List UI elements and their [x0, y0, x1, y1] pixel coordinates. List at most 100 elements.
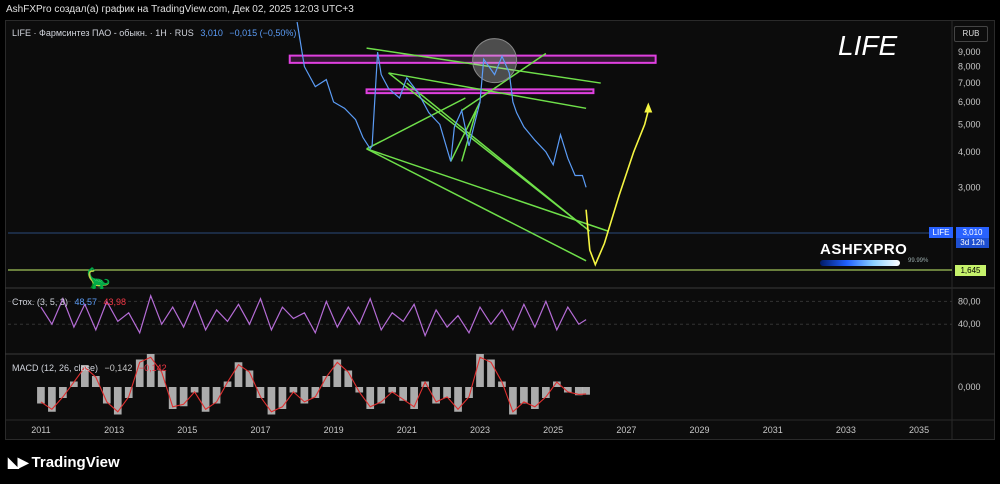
time-tick-label: 2025	[543, 425, 563, 435]
macd-histogram-bar	[421, 381, 429, 387]
time-tick-label: 2023	[470, 425, 490, 435]
brand-name: TradingView	[31, 454, 120, 471]
currency-button[interactable]: RUB	[954, 26, 988, 42]
tv-logo-icon: ◣▶	[8, 454, 29, 470]
macd-histogram-bar	[234, 362, 243, 387]
footer: ◣▶ TradingView	[0, 440, 1000, 484]
macd-histogram-bar	[256, 387, 265, 398]
top-bar: AshFXPro создал(а) график на TradingView…	[0, 0, 1000, 20]
price-tag: LIFE 3,010 3d 12h	[929, 227, 989, 248]
trendline	[366, 148, 587, 262]
symbol-title: LIFE · Фармсинтез ПАО - обыкн. · 1Н · RU…	[12, 28, 194, 38]
macd-histogram-bar	[454, 387, 462, 412]
macd-histogram-bar	[223, 381, 232, 387]
time-tick-label: 2029	[690, 425, 710, 435]
macd-histogram-bar	[509, 387, 517, 415]
macd-histogram-bar	[80, 365, 89, 387]
macd-histogram-bar	[366, 387, 375, 409]
macd-tick-label: 0,000	[958, 382, 981, 392]
macd-histogram-bar	[168, 387, 177, 409]
main-legend: LIFE · Фармсинтез ПАО - обыкн. · 1Н · RU…	[12, 28, 296, 38]
macd-signal-value: −0,142	[138, 363, 167, 373]
macd-histogram-bar	[179, 387, 188, 407]
time-tick-label: 2013	[104, 425, 124, 435]
highlight-circle	[472, 38, 518, 84]
time-tick-label: 2031	[763, 425, 783, 435]
tradingview-logo[interactable]: ◣▶ TradingView	[8, 454, 120, 471]
last-price: 3,010	[200, 28, 223, 38]
price-tag-value: 3,010	[956, 227, 989, 238]
price-tick-label: 6,000	[958, 97, 981, 107]
macd-histogram-bar	[48, 387, 56, 412]
price-tag-symbol: LIFE	[929, 227, 953, 238]
projection-arrowhead	[644, 102, 653, 113]
macd-histogram-bar	[333, 359, 342, 387]
price-tick-label: 9,000	[958, 47, 981, 57]
price-tick-label: 5,000	[958, 119, 981, 129]
price-tick-label: 7,000	[958, 78, 981, 88]
projection-line	[585, 110, 650, 267]
macd-histogram-bar	[102, 387, 111, 404]
macd-histogram-bar	[487, 359, 495, 387]
macd-histogram-bar	[70, 381, 78, 387]
price-series-line	[296, 21, 587, 188]
time-tick-label: 2021	[397, 425, 417, 435]
macd-histogram-bar	[289, 387, 298, 393]
macd-signal-line	[40, 356, 587, 413]
stoch-tick-label: 80,00	[958, 296, 981, 306]
macd-histogram-bar	[399, 387, 408, 401]
macd-histogram-bar	[201, 387, 210, 412]
price-tag-countdown: 3d 12h	[956, 238, 989, 248]
attribution-text: AshFXPro создал(а) график на TradingView…	[6, 4, 354, 15]
author-watermark: ASHFXPRO	[820, 241, 908, 258]
macd-histogram-bar	[432, 387, 440, 404]
macd-histogram-bar	[190, 387, 199, 393]
macd-histogram-bar	[344, 370, 353, 387]
low-level-tag: 1,645	[955, 265, 986, 276]
time-tick-label: 2035	[909, 425, 929, 435]
macd-histogram-bar	[377, 387, 386, 404]
stoch-title: Стох. (3, 5, 3)	[12, 297, 68, 307]
macd-histogram-bar	[563, 387, 572, 393]
macd-legend: MACD (12, 26, close) −0,142 −0,142	[12, 363, 167, 373]
price-tick-label: 4,000	[958, 147, 981, 157]
trendline	[406, 82, 583, 226]
macd-histogram-bar	[476, 354, 484, 387]
macd-histogram-bar	[113, 387, 122, 415]
macd-histogram-bar	[498, 381, 506, 387]
macd-histogram-bar	[355, 387, 364, 393]
time-tick-label: 2011	[31, 425, 50, 435]
macd-value: −0,142	[104, 363, 133, 373]
trendline	[388, 72, 587, 110]
macd-histogram-bar	[278, 387, 287, 409]
ticker-annotation: LIFE	[838, 30, 898, 61]
trendline	[450, 101, 481, 162]
time-tick-label: 2015	[177, 425, 197, 435]
trendline	[366, 148, 609, 232]
trendline	[460, 110, 478, 162]
time-tick-label: 2017	[250, 425, 270, 435]
macd-histogram-bar	[146, 354, 155, 387]
price-change: −0,015 (−0,50%)	[229, 28, 297, 38]
price-tick-label: 8,000	[958, 62, 981, 72]
macd-histogram-bar	[212, 387, 221, 404]
macd-histogram-bar	[574, 387, 583, 396]
watermark-percent: 99.99%	[908, 258, 929, 264]
macd-histogram-bar	[311, 387, 320, 398]
macd-histogram-bar	[157, 370, 166, 387]
time-tick-label: 2027	[616, 425, 636, 435]
macd-histogram-bar	[135, 359, 144, 387]
macd-histogram-bar	[388, 387, 397, 393]
macd-histogram-bar	[91, 376, 100, 387]
macd-histogram-bar	[245, 370, 254, 387]
macd-histogram-bar	[300, 387, 309, 404]
stoch-d-value: 43,98	[103, 297, 127, 307]
price-tick-label: 3,000	[958, 182, 981, 192]
trendline	[461, 52, 547, 112]
macd-histogram-bar	[443, 387, 451, 398]
stoch-line	[40, 293, 587, 338]
stoch-legend: Стох. (3, 5, 3) 48,57 43,98	[12, 297, 126, 307]
macd-histogram-bar	[124, 387, 133, 398]
macd-histogram-bar	[531, 387, 539, 409]
macd-histogram-bar	[59, 387, 67, 398]
